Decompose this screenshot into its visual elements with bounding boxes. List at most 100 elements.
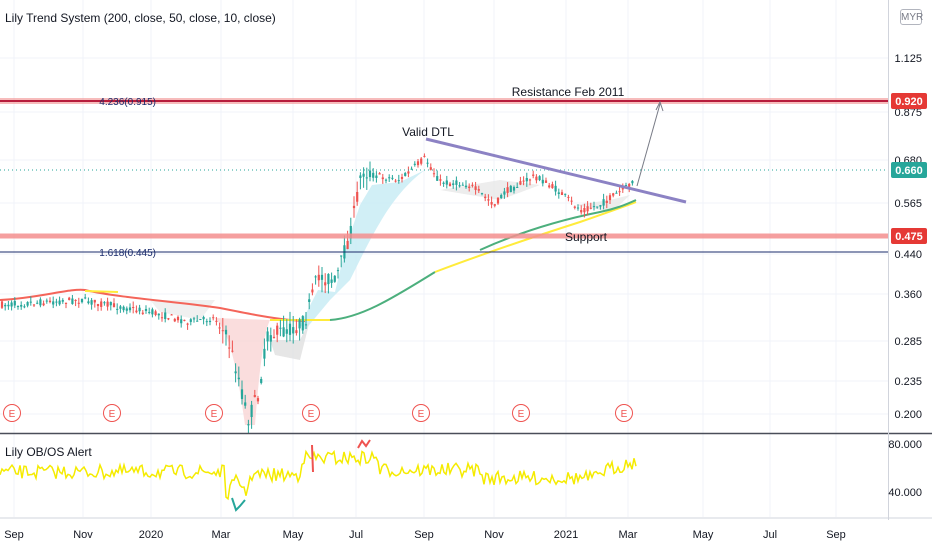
candle-body <box>487 199 490 201</box>
candle-body <box>423 155 426 157</box>
candle-body <box>100 301 103 307</box>
candle-body <box>96 304 100 307</box>
ma-slow-green <box>329 271 436 321</box>
time-tick-label: Jul <box>349 529 363 541</box>
candle-body <box>346 240 349 250</box>
candle-body <box>247 424 250 426</box>
candle-body <box>240 389 244 399</box>
candle-body <box>388 177 391 179</box>
candle-body <box>397 180 400 182</box>
bull-cloud <box>300 170 425 330</box>
candle-body <box>461 184 464 186</box>
earnings-marker-label: E <box>518 409 525 420</box>
grid <box>0 0 888 517</box>
main-study-title[interactable]: Lily Trend System (200, close, 50, close… <box>5 11 276 25</box>
earnings-marker <box>103 404 121 422</box>
candle-body <box>164 312 167 320</box>
candle-body <box>535 176 538 181</box>
candle-body <box>0 301 4 308</box>
candle-body <box>244 402 247 406</box>
candle-body <box>439 179 442 181</box>
candle-body <box>192 318 196 320</box>
candle-body <box>151 309 154 315</box>
candle-body <box>183 319 186 321</box>
candle-body <box>68 297 71 301</box>
candle-body <box>631 180 634 184</box>
candle-body <box>436 176 439 181</box>
candle-body <box>4 304 7 307</box>
candle-body <box>314 276 317 278</box>
candle-body <box>292 327 295 334</box>
candle-body <box>58 300 61 305</box>
candle-body <box>77 302 80 304</box>
chart-labels: 1.1250.8750.6800.5650.4400.3600.2850.235… <box>4 53 927 541</box>
earnings-marker <box>512 404 530 422</box>
candle-body <box>80 298 84 303</box>
earnings-marker <box>615 404 633 422</box>
candle-body <box>90 300 93 305</box>
candle-body <box>320 274 324 280</box>
candle-body <box>103 302 106 304</box>
time-tick-label: Sep <box>414 529 434 541</box>
candle-body <box>272 336 276 338</box>
oscillator-study-title[interactable]: Lily OB/OS Alert <box>5 445 92 459</box>
candle-body <box>512 187 516 191</box>
candle-body <box>528 179 532 181</box>
axes <box>0 0 932 520</box>
earnings-marker-label: E <box>418 409 425 420</box>
candle-body <box>333 275 336 282</box>
candle-body <box>372 172 375 178</box>
price-badge-label: 0.660 <box>895 165 923 177</box>
candle-body <box>250 404 253 418</box>
candle-body <box>228 347 231 349</box>
candle-body <box>13 300 16 306</box>
candle-body <box>218 327 221 329</box>
trend-cloud <box>150 170 630 425</box>
candle-body <box>23 306 26 308</box>
price-tick-label: 0.285 <box>894 336 922 348</box>
currency-button[interactable]: MYR <box>900 9 923 25</box>
candle-body <box>365 177 368 179</box>
price-badge <box>891 162 927 178</box>
candle-body <box>221 330 224 332</box>
candle-body <box>141 312 144 314</box>
candle-body <box>7 304 10 307</box>
candle-body <box>580 210 583 213</box>
candle-body <box>359 175 362 179</box>
candle-body <box>74 299 77 301</box>
candle-body <box>125 308 128 311</box>
dtl-annotation: Valid DTL <box>402 125 454 139</box>
candle-body <box>394 180 397 182</box>
candle-body <box>263 348 266 359</box>
candle-body <box>519 181 522 185</box>
candle-body <box>87 301 90 304</box>
candle-body <box>624 184 628 186</box>
candle-body <box>208 320 212 323</box>
candle-body <box>173 318 176 322</box>
candle-body <box>186 323 189 325</box>
candle-body <box>464 185 468 188</box>
candle-body <box>317 274 320 281</box>
candle-body <box>522 180 525 182</box>
time-tick-label: Sep <box>4 529 24 541</box>
candle-body <box>407 171 410 174</box>
candle-body <box>426 162 429 164</box>
overbought-signal <box>357 439 371 449</box>
candle-body <box>64 302 68 304</box>
candle-body <box>551 184 554 189</box>
candle-body <box>93 299 96 303</box>
candle-body <box>52 301 55 305</box>
candle-body <box>432 173 436 175</box>
candle-body <box>567 196 570 198</box>
earnings-marker-label: E <box>621 409 628 420</box>
candle-body <box>368 170 372 178</box>
candle-body <box>413 163 416 165</box>
ma-slow-red <box>0 288 306 322</box>
candle-body <box>490 202 493 205</box>
candle-body <box>544 180 548 183</box>
candle-body <box>608 195 612 201</box>
candle-body <box>500 194 503 199</box>
candle-body <box>596 206 599 208</box>
